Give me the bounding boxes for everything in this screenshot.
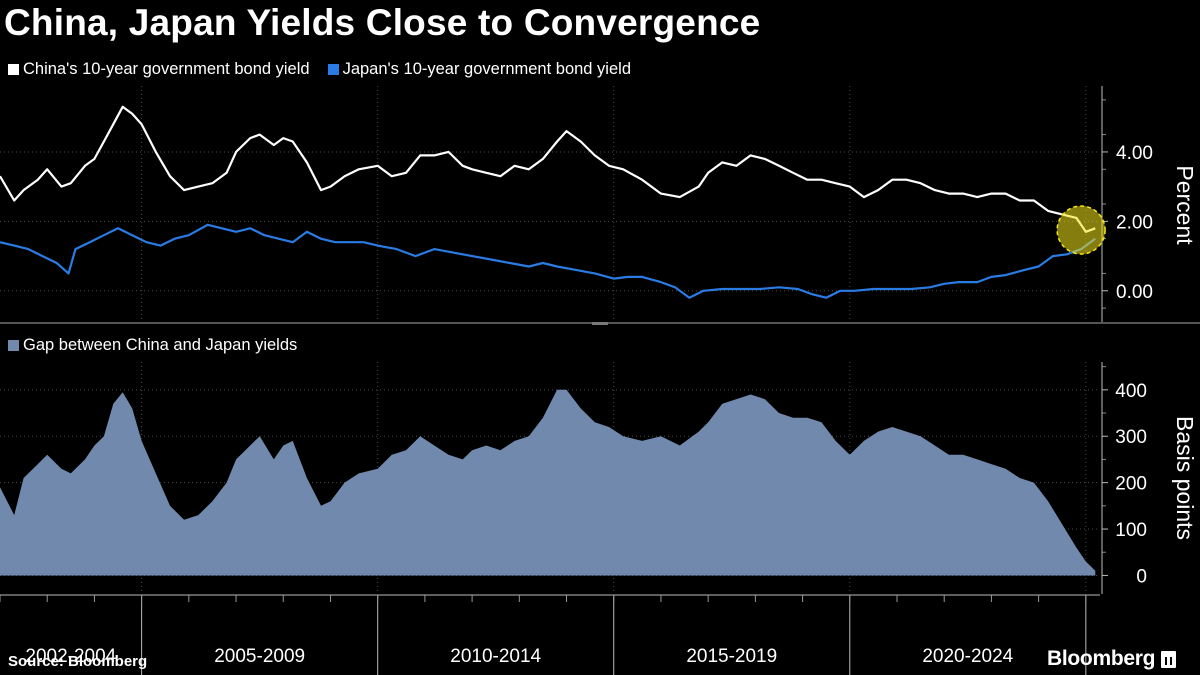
- legend-item-japan: Japan's 10-year government bond yield: [327, 60, 631, 79]
- xtick-label-0: 2002-2004: [25, 646, 116, 667]
- legend-swatch-japan: [327, 64, 339, 75]
- ytick-label-bottom: 100: [1115, 520, 1147, 541]
- ylabel-bottom: Basis points: [1172, 416, 1198, 540]
- xtick-label-3: 2015-2019: [686, 646, 777, 667]
- ytick-label-top: 2.00: [1116, 212, 1153, 233]
- ytick-label-bottom: 300: [1115, 427, 1147, 448]
- bloomberg-icon: [1161, 650, 1177, 668]
- ytick-label-bottom: 200: [1115, 474, 1147, 495]
- panel-divider-handle: [592, 322, 608, 325]
- highlight-circle: [1056, 205, 1106, 255]
- ytick-label-bottom: 400: [1115, 381, 1147, 402]
- legend-item-gap: Gap between China and Japan yields: [8, 336, 297, 355]
- legend-label-china: China's 10-year government bond yield: [23, 60, 310, 78]
- series-line-japan: [0, 223, 1096, 299]
- legend-bottom: Gap between China and Japan yields: [8, 336, 315, 355]
- legend-label-japan: Japan's 10-year government bond yield: [342, 60, 631, 78]
- series-area-gap: [0, 389, 1096, 576]
- brand-logo: Bloomberg: [1047, 647, 1177, 671]
- xtick-label-1: 2005-2009: [214, 646, 305, 667]
- brand-name: Bloomberg: [1047, 647, 1156, 670]
- series-line-china: [0, 105, 1096, 233]
- legend-item-china: China's 10-year government bond yield: [8, 60, 310, 79]
- ylabel-top: Percent: [1172, 165, 1198, 245]
- ytick-label-bottom: 0: [1136, 566, 1147, 587]
- legend-label-gap: Gap between China and Japan yields: [23, 336, 298, 354]
- ytick-label-top: 0.00: [1116, 282, 1153, 303]
- ytick-label-top: 4.00: [1116, 143, 1153, 164]
- source-note: Source: Bloomberg: [8, 653, 148, 670]
- legend-top: China's 10-year government bond yield Ja…: [8, 60, 649, 79]
- legend-swatch-gap: [8, 340, 19, 351]
- xtick-label-4: 2020-2024: [922, 646, 1013, 667]
- legend-swatch-china: [8, 64, 19, 75]
- xtick-label-2: 2010-2014: [450, 646, 541, 667]
- chart-title: China, Japan Yields Close to Convergence: [4, 2, 761, 43]
